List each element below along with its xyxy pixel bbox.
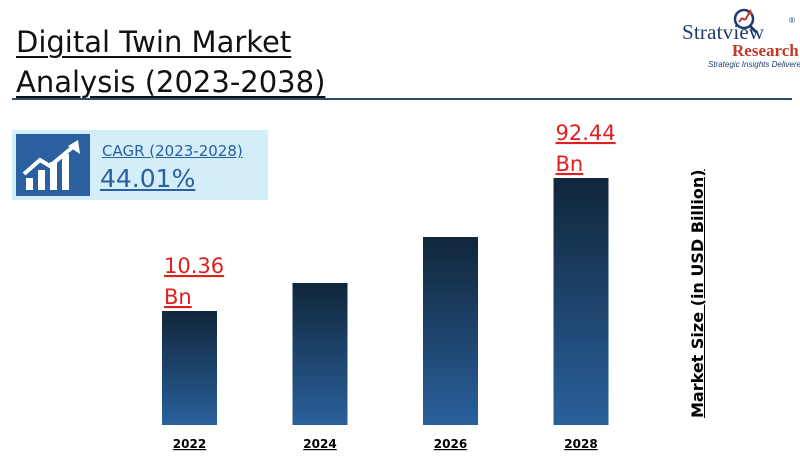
logo-registered-mark: ®: [789, 16, 795, 25]
data-label-2022-line-1: 10.36: [164, 254, 224, 278]
bar-2028: [553, 178, 609, 425]
cagr-label: CAGR (2023-2028): [102, 142, 243, 160]
data-label-2022-line-2: Bn: [164, 285, 192, 309]
title-line-2: Analysis (2023-2038): [16, 65, 326, 99]
x-tick-2028: 2028: [564, 437, 597, 451]
bar-2024: [292, 283, 348, 425]
bar-2022: [162, 311, 217, 425]
x-tick-2022: 2022: [173, 437, 206, 451]
logo-name: Stratview: [682, 20, 765, 44]
growth-chart-icon: [16, 134, 90, 196]
data-label-2028-line-2: Bn: [556, 152, 584, 176]
title-line-1: Digital Twin Market: [16, 25, 292, 59]
brand-logo: Stratview ® Research Strategic Insights …: [660, 6, 800, 70]
cagr-value: 44.01%: [100, 164, 196, 193]
y-axis-label: Market Size (in USD Billion): [688, 169, 707, 418]
x-tick-2024: 2024: [303, 437, 336, 451]
title-divider: [12, 98, 792, 100]
magnifier-growth-icon: [733, 8, 758, 34]
bar-2026: [423, 237, 478, 425]
logo-tagline: Strategic Insights Delivered: [708, 60, 800, 69]
data-label-2028-line-1: 92.44: [556, 121, 616, 145]
logo-sub: Research: [732, 41, 799, 60]
x-tick-2026: 2026: [434, 437, 467, 451]
page-title: Digital Twin Market Analysis (2023-2038): [16, 22, 325, 102]
cagr-callout: CAGR (2023-2028) 44.01%: [12, 130, 268, 200]
